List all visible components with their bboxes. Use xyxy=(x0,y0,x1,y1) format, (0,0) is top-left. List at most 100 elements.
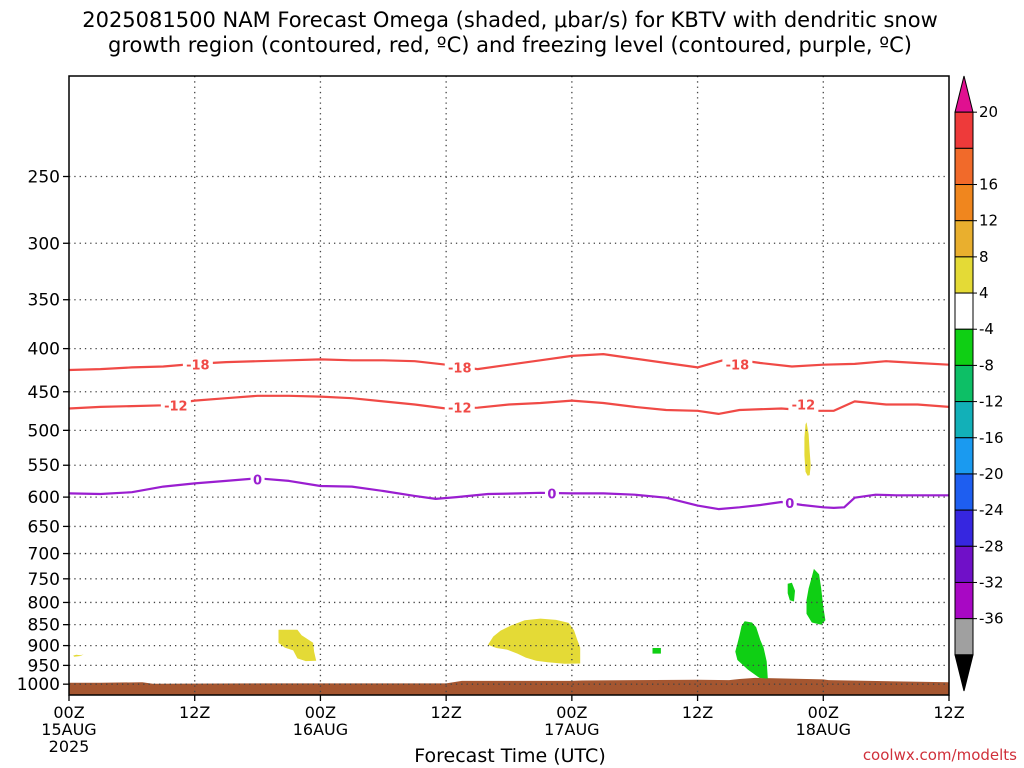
colorbar-swatch xyxy=(954,618,974,656)
colorbar-swatch xyxy=(954,437,974,475)
omega-colorbar: 20 16 12 8 4 -4 -8 -12 -16 -20 -24 -28 -32 -36 xyxy=(954,75,1004,692)
colorbar-swatch xyxy=(954,581,974,620)
terrain-fill xyxy=(69,677,949,695)
y-tick-label: 600 xyxy=(28,488,60,508)
x-tick-label: 12Z xyxy=(682,703,713,722)
contour-label-bg xyxy=(782,495,797,512)
colorbar-label: -12 xyxy=(979,393,1004,411)
x-axis-title: Forecast Time (UTC) xyxy=(414,745,605,767)
omega-region xyxy=(804,422,811,476)
x-tick-label: 17AUG xyxy=(544,720,599,739)
plot-frame xyxy=(68,75,950,696)
contour-line xyxy=(69,353,949,372)
x-tick-label: 2025 xyxy=(49,737,90,756)
colorbar-swatch xyxy=(954,111,974,149)
colorbar-swatch xyxy=(954,184,974,222)
colorbar-label: -8 xyxy=(979,356,994,374)
contour-label: -12 xyxy=(164,399,188,414)
chart-title-line-1: 2025081500 NAM Forecast Omega (shaded, μ… xyxy=(82,8,938,32)
colorbar-label: 12 xyxy=(979,212,998,230)
contour-label: -18 xyxy=(186,359,210,374)
colorbar-label: -16 xyxy=(979,429,1004,447)
contour-label-bg xyxy=(722,356,753,373)
contour-label-bg xyxy=(444,359,475,376)
contour-label: -12 xyxy=(792,399,816,414)
colorbar-swatch xyxy=(954,473,974,511)
omega-region xyxy=(735,621,768,679)
y-tick-label: 400 xyxy=(28,340,60,360)
colorbar-label: 4 xyxy=(979,284,989,302)
contour-label: 0 xyxy=(253,474,262,489)
contour-line xyxy=(69,477,949,511)
credit-link[interactable]: coolwx.com/modelts xyxy=(863,746,1017,764)
chart-title-line-2: growth region (contoured, red, ºC) and f… xyxy=(108,33,912,57)
y-tick-label: 850 xyxy=(28,616,60,636)
contour-label: -18 xyxy=(726,359,750,374)
y-tick-label: 350 xyxy=(28,291,60,311)
contour--12: -12 -12 -12 xyxy=(69,394,949,417)
colorbar-label: 20 xyxy=(979,103,998,121)
contour-label: 0 xyxy=(785,497,794,512)
colorbar-swatch xyxy=(954,509,974,547)
x-tick-label: 12Z xyxy=(179,703,210,722)
x-tick-label: 00Z xyxy=(53,703,84,722)
contour-label-bg xyxy=(444,399,475,416)
colorbar-swatch xyxy=(954,220,974,258)
contour--18: -18 -18 -18 xyxy=(69,353,949,376)
colorbar-swatch xyxy=(954,75,974,113)
x-tick-label: 12Z xyxy=(430,703,461,722)
colorbar-label: 16 xyxy=(979,176,998,194)
colorbar-swatch xyxy=(954,256,974,294)
y-tick-label: 250 xyxy=(28,168,60,188)
contour-label: 0 xyxy=(547,487,556,502)
contour-label-bg xyxy=(182,356,213,373)
x-tick-label: 12Z xyxy=(933,703,964,722)
colorbar-label: 8 xyxy=(979,248,989,266)
colorbar-label: -4 xyxy=(979,320,994,338)
omega-region xyxy=(787,582,795,602)
colorbar-swatch xyxy=(954,328,974,366)
colorbar-swatch xyxy=(954,401,974,439)
colorbar-label: -20 xyxy=(979,465,1004,483)
contour-label-bg xyxy=(544,485,559,502)
grid-lines xyxy=(69,76,949,695)
y-tick-label: 950 xyxy=(28,656,60,676)
y-tick-label: 450 xyxy=(28,383,60,403)
x-tick-label: 18AUG xyxy=(796,720,851,739)
y-tick-label: 700 xyxy=(28,545,60,565)
x-tick-label: 16AUG xyxy=(293,720,348,739)
contour-label-bg xyxy=(788,396,819,413)
contour-label: -18 xyxy=(448,361,472,376)
y-tick-label: 650 xyxy=(28,517,60,537)
omega-region xyxy=(73,654,84,657)
colorbar-swatch xyxy=(954,364,974,403)
colorbar-label: -28 xyxy=(979,537,1004,555)
y-tick-label: 750 xyxy=(28,570,60,590)
x-tick-label: 00Z xyxy=(556,703,587,722)
y-tick-label: 300 xyxy=(28,234,60,254)
colorbar-swatch xyxy=(954,654,974,692)
contour-label-bg xyxy=(160,397,191,414)
contour-0: 0 0 0 xyxy=(69,471,949,512)
colorbar-label: -24 xyxy=(979,501,1004,519)
contour-label: -12 xyxy=(448,402,472,417)
colorbar-label: -36 xyxy=(979,610,1004,628)
contour-label-bg xyxy=(250,471,265,488)
x-tick-label: 00Z xyxy=(305,703,336,722)
colorbar-label: -32 xyxy=(979,573,1004,591)
y-tick-label: 550 xyxy=(28,456,60,476)
y-tick-label: 500 xyxy=(28,421,60,441)
x-tick-label: 00Z xyxy=(808,703,839,722)
plot-area: -18 -18 -18 -12 -12 -12 0 0 0 250 300 350 400 450 500 5… xyxy=(17,75,965,756)
y-tick-label: 900 xyxy=(28,637,60,657)
x-tick-label: 15AUG xyxy=(41,720,96,739)
y-tick-label: 800 xyxy=(28,593,60,613)
y-tick-label: 1000 xyxy=(17,675,60,695)
omega-region xyxy=(652,648,661,654)
colorbar-swatch xyxy=(954,292,974,330)
colorbar-swatch xyxy=(954,147,974,186)
omega-region xyxy=(488,618,581,664)
colorbar-swatch xyxy=(954,545,974,583)
omega-region xyxy=(806,568,826,625)
